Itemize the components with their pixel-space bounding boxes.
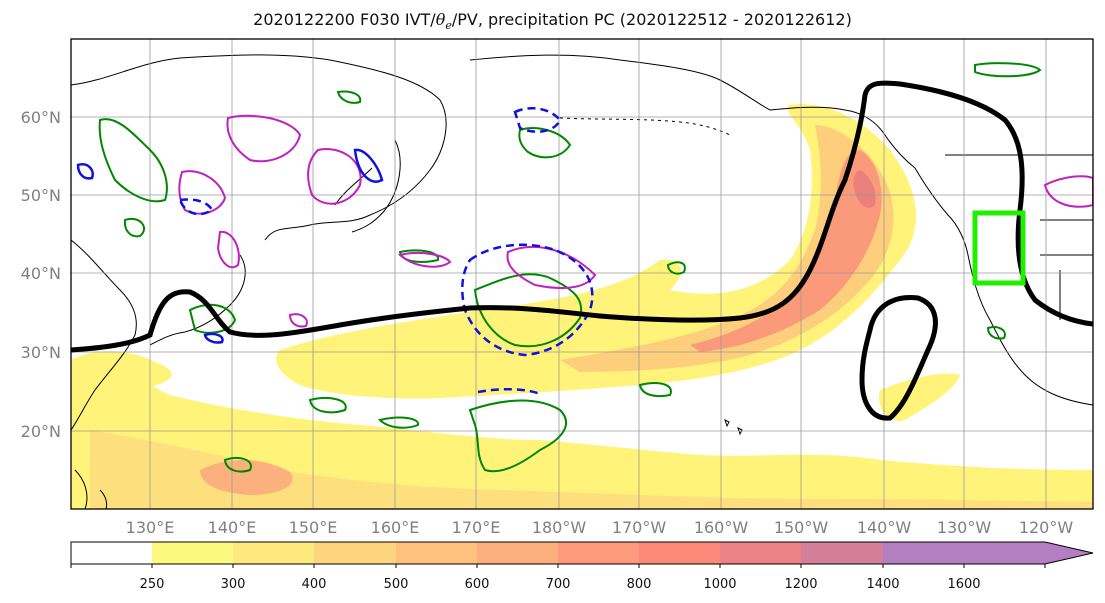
blue-solid-contour	[76, 163, 94, 180]
pv-green-contour	[666, 261, 686, 275]
lat-tick-label: 20°N	[21, 422, 61, 441]
target-region-box	[972, 210, 1026, 286]
theta-contour-closed	[859, 294, 938, 421]
colorbar-tick-label: 250	[140, 577, 165, 592]
coast-siberia	[71, 54, 447, 241]
colorbar-tick-label: 700	[546, 577, 571, 592]
lon-tick-label: 180°W	[532, 518, 587, 537]
lat-tick-label: 30°N	[21, 343, 61, 362]
coast-aleutians	[559, 117, 731, 136]
pv-magenta-contour	[226, 114, 302, 163]
lon-tick-label: 150°E	[289, 518, 338, 537]
ivt-band-south-inner	[90, 430, 1093, 509]
pv-green-contour	[336, 90, 362, 104]
colorbar-swatch	[314, 542, 396, 564]
lon-tick-label: 130°W	[937, 518, 992, 537]
blue-dashed-contour	[513, 107, 562, 133]
coast-kamchatka	[334, 139, 401, 233]
colorbar-ticks	[70, 564, 1046, 568]
colorbar-swatch	[558, 542, 639, 564]
lon-tick-label: 140°W	[857, 518, 912, 537]
pv-green-contour	[473, 273, 583, 348]
lon-tick-label: 150°W	[774, 518, 829, 537]
pv-magenta-contour	[216, 230, 240, 269]
pv-green-contour	[974, 62, 1042, 78]
colorbar-tick-label: 1400	[866, 577, 899, 592]
blue-dashed-contour	[477, 388, 541, 396]
colorbar-tick-label: 500	[384, 577, 409, 592]
ivt-band-south	[71, 369, 1093, 509]
colorbar-extend-arrow	[964, 542, 1093, 564]
lon-tick-label: 160°E	[371, 518, 420, 537]
colorbar: 250 300 400 500 600 700 800 1000 1200 14…	[70, 541, 1094, 592]
map-title: 2020122200 F030 IVT/θe/PV, precipitation…	[0, 10, 1105, 32]
pv-green-contour	[98, 118, 168, 203]
colorbar-swatch	[720, 542, 801, 564]
lon-tick-label: 170°E	[452, 518, 501, 537]
pv-green-contour	[468, 399, 567, 473]
lat-tick-label: 60°N	[21, 108, 61, 127]
colorbar-swatch	[883, 542, 964, 564]
theta-contours	[71, 80, 1093, 421]
colorbar-swatch	[233, 542, 314, 564]
coast-japan	[149, 254, 246, 346]
colorbar-tick-label: 600	[465, 577, 490, 592]
ivt-river-peak	[853, 170, 876, 208]
coast-north-america	[914, 167, 1093, 406]
theta-contour-main	[71, 80, 1093, 353]
ivt-core-west	[200, 460, 293, 495]
colorbar-swatch	[396, 542, 477, 564]
title-theta: θ	[435, 10, 446, 29]
title-prefix: 2020122200 F030 IVT/	[253, 10, 436, 29]
colorbar-swatch	[639, 542, 720, 564]
colorbar-tick-label: 300	[221, 577, 246, 592]
map-area	[71, 39, 1093, 509]
colorbar-tick-label: 1200	[784, 577, 817, 592]
pv-magenta-contour	[1043, 175, 1093, 208]
colorbar-swatch	[71, 542, 152, 564]
title-suffix: /PV, precipitation PC (2020122512 - 2020…	[451, 10, 852, 29]
lat-tick-label: 50°N	[21, 186, 61, 205]
map-frame	[70, 38, 1094, 510]
colorbar-swatch	[152, 542, 233, 564]
pv-magenta-contour	[307, 148, 362, 205]
pv-magenta-contour	[397, 252, 452, 268]
lon-tick-label: 170°W	[612, 518, 667, 537]
colorbar-frame	[70, 541, 1094, 565]
lat-tick-label: 40°N	[21, 264, 61, 283]
pv-green-contour	[123, 217, 145, 238]
colorbar-tick-label: 400	[302, 577, 327, 592]
coast-alaska	[469, 54, 916, 169]
ivt-shading	[71, 104, 1093, 509]
lon-tick-label: 130°E	[126, 518, 175, 537]
lon-tick-label: 120°W	[1019, 518, 1074, 537]
colorbar-swatch	[477, 542, 558, 564]
blue-solid-contour	[353, 148, 384, 183]
coast-china	[71, 239, 137, 431]
ivt-river-core	[690, 150, 882, 352]
colorbar-tick-label: 1600	[947, 577, 980, 592]
title-theta-sub: e	[445, 19, 452, 33]
blue-solid-contour	[203, 332, 224, 344]
pv-green-contour	[378, 416, 420, 429]
gridlines	[71, 39, 1093, 509]
ivt-band-west	[71, 351, 172, 392]
colorbar-swatches	[71, 542, 964, 564]
colorbar-tick-label: 1000	[703, 577, 736, 592]
lon-tick-label: 160°W	[694, 518, 749, 537]
pv-green-contour	[638, 382, 672, 398]
pv-green-contour	[986, 326, 1006, 340]
coast-philippines	[74, 469, 108, 509]
pv-green-contour	[308, 397, 347, 414]
pv-magenta-contour	[288, 313, 308, 328]
colorbar-swatch	[801, 542, 883, 564]
pv-green-contour	[223, 457, 252, 473]
lon-tick-label: 140°E	[208, 518, 257, 537]
colorbar-tick-label: 800	[627, 577, 652, 592]
